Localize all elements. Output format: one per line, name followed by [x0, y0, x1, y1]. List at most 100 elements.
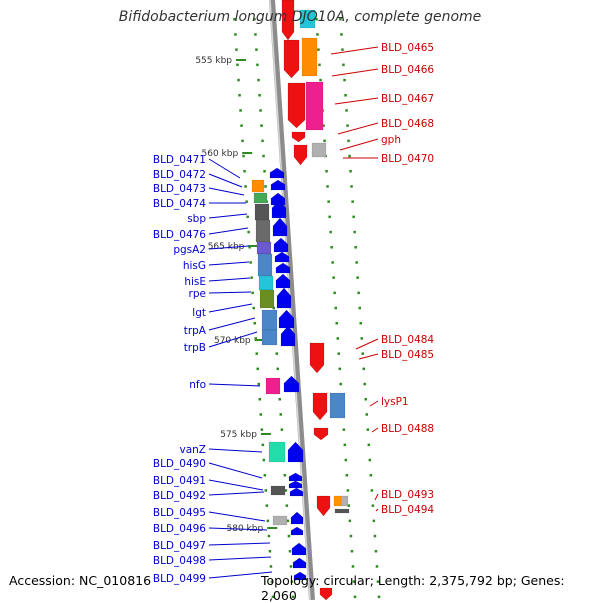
leader-line: [331, 68, 379, 77]
forward-strand-gene-arrow: [270, 179, 286, 191]
reverse-strand-gene-arrow: [291, 131, 306, 143]
leader-line: [330, 46, 379, 55]
ring-tick: [234, 33, 237, 36]
colored-gene-block: [334, 508, 350, 514]
ring-tick: [287, 534, 291, 538]
ring-tick: [329, 230, 332, 234]
ring-tick: [347, 139, 350, 143]
ring-tick: [346, 124, 349, 127]
ring-tick: [343, 443, 347, 447]
ring-tick: [373, 534, 377, 538]
ring-tick: [342, 63, 345, 67]
reverse-strand-gene-arrow: [313, 427, 329, 441]
reverse-strand-gene-arrow: [319, 587, 333, 600]
forward-strand-gene-arrow: [275, 262, 291, 274]
scale-tick-label: 560 kbp: [202, 149, 239, 159]
leader-line: [208, 317, 256, 331]
ring-tick: [256, 63, 259, 67]
ring-tick: [369, 474, 373, 477]
gene-label-right: BLD_0465: [381, 42, 434, 54]
forward-strand-gene-arrow: [289, 487, 304, 497]
gene-label-left: BLD_0495: [153, 507, 206, 519]
leader-line: [369, 400, 379, 407]
forward-strand-gene-arrow: [269, 167, 285, 179]
ring-tick: [238, 94, 241, 97]
leader-line: [208, 291, 252, 294]
reverse-strand-gene-arrow: [283, 39, 300, 79]
ring-tick: [286, 519, 290, 523]
gene-label-left: hisG: [183, 260, 206, 272]
ring-tick: [351, 565, 355, 568]
leader-line: [208, 331, 258, 348]
forward-strand-gene-arrow: [287, 441, 304, 463]
gene-label-right: BLD_0493: [381, 489, 434, 501]
leader-line: [208, 173, 243, 188]
gene-label-left: BLD_0474: [153, 198, 206, 210]
colored-gene-block: [340, 495, 349, 507]
ring-tick: [317, 48, 320, 51]
gene-label-left: BLD_0497: [153, 540, 206, 552]
gene-label-left: BLD_0473: [153, 183, 206, 195]
ring-tick: [334, 306, 337, 310]
ring-tick: [319, 78, 322, 82]
gene-label-left: trpB: [184, 342, 206, 354]
ring-tick: [342, 428, 346, 431]
ring-tick: [339, 382, 342, 386]
ring-tick: [280, 428, 284, 431]
forward-strand-gene-arrow: [276, 287, 292, 309]
ring-tick: [245, 200, 248, 203]
colored-gene-block: [256, 241, 272, 255]
scale-tick-label: 565 kbp: [208, 242, 245, 252]
ring-tick: [370, 489, 374, 492]
ring-tick: [376, 580, 380, 583]
ring-tick: [249, 261, 252, 264]
ring-tick: [270, 580, 274, 583]
ring-tick: [264, 489, 268, 492]
forward-strand-gene-arrow: [290, 511, 304, 525]
gene-label-right: gph: [381, 134, 401, 146]
ring-tick: [239, 109, 242, 112]
ring-tick: [235, 48, 238, 51]
leader-line: [371, 427, 379, 433]
colored-gene-block: [261, 329, 278, 346]
ring-tick: [352, 580, 356, 583]
ring-tick: [375, 565, 379, 568]
forward-strand-gene-arrow: [292, 557, 307, 569]
ring-tick: [335, 322, 338, 325]
ring-tick: [353, 595, 357, 599]
ring-tick: [326, 185, 329, 188]
gene-label-left: rpe: [189, 288, 206, 300]
ring-tick: [362, 367, 365, 371]
gene-label-right: BLD_0466: [381, 64, 434, 76]
gene-features: [251, 0, 350, 600]
scale-tick-label: 575 kbp: [220, 430, 257, 440]
ring-tick: [250, 276, 253, 279]
ring-tick: [255, 352, 258, 355]
ring-tick: [242, 154, 245, 158]
ring-tick: [343, 78, 346, 82]
ring-tick: [263, 474, 267, 477]
ring-tick: [361, 352, 364, 355]
gene-label-right: BLD_0470: [381, 153, 434, 165]
gene-label-left: BLD_0476: [153, 229, 206, 241]
reverse-strand-gene-arrow: [293, 144, 308, 166]
colored-gene-block: [268, 441, 286, 463]
colored-gene-block: [305, 81, 324, 131]
colored-gene-block: [265, 377, 281, 395]
gene-label-left: BLD_0492: [153, 490, 206, 502]
forward-strand-gene-arrow: [271, 199, 287, 219]
leader-line: [208, 383, 261, 387]
ring-tick: [288, 550, 292, 553]
gene-label-left: BLD_0491: [153, 475, 206, 487]
colored-gene-block: [299, 9, 316, 29]
gene-label-left: lgt: [192, 307, 206, 319]
scale-tick-label: 570 kbp: [214, 336, 251, 346]
forward-strand-gene-arrow: [274, 251, 290, 263]
ring-tick: [318, 63, 321, 67]
gene-label-left: BLD_0490: [153, 458, 206, 470]
colored-gene-block: [272, 515, 288, 526]
leader-line: [358, 353, 379, 360]
ring-tick: [345, 109, 348, 112]
leader-line: [208, 303, 253, 313]
ring-tick: [272, 306, 275, 310]
